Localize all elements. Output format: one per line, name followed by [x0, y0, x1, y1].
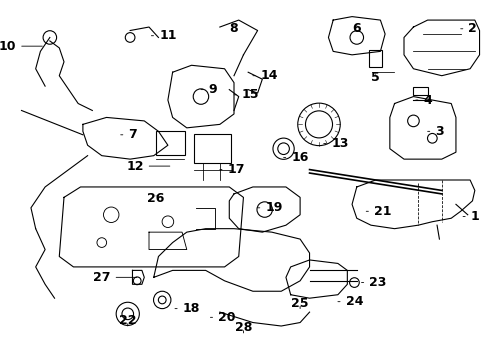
Text: 24: 24 [337, 295, 363, 308]
Text: 13: 13 [323, 137, 348, 150]
Text: 10: 10 [0, 40, 42, 53]
Text: 1: 1 [462, 210, 479, 223]
Text: 22: 22 [119, 314, 136, 328]
Text: 8: 8 [229, 22, 238, 35]
Text: 28: 28 [234, 321, 252, 334]
Text: 25: 25 [291, 297, 308, 310]
Text: 21: 21 [366, 205, 391, 218]
Text: 6: 6 [352, 22, 360, 35]
Text: 11: 11 [151, 29, 176, 42]
Text: 17: 17 [220, 163, 244, 176]
Text: 18: 18 [175, 302, 200, 315]
Text: 26: 26 [147, 192, 164, 205]
Text: 19: 19 [257, 201, 282, 214]
Text: 9: 9 [201, 83, 217, 96]
Text: 12: 12 [126, 159, 169, 172]
Text: 4: 4 [415, 94, 431, 107]
Text: 5: 5 [370, 71, 379, 84]
Text: 3: 3 [427, 125, 443, 138]
Text: 15: 15 [234, 88, 259, 101]
Text: 23: 23 [361, 276, 386, 289]
Text: 14: 14 [252, 69, 278, 82]
Text: 16: 16 [283, 151, 308, 164]
Text: 20: 20 [210, 311, 235, 324]
Text: 27: 27 [93, 271, 137, 284]
Text: 2: 2 [460, 22, 476, 35]
Text: 7: 7 [121, 128, 137, 141]
